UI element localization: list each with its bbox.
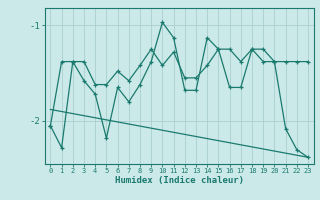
X-axis label: Humidex (Indice chaleur): Humidex (Indice chaleur)	[115, 176, 244, 185]
